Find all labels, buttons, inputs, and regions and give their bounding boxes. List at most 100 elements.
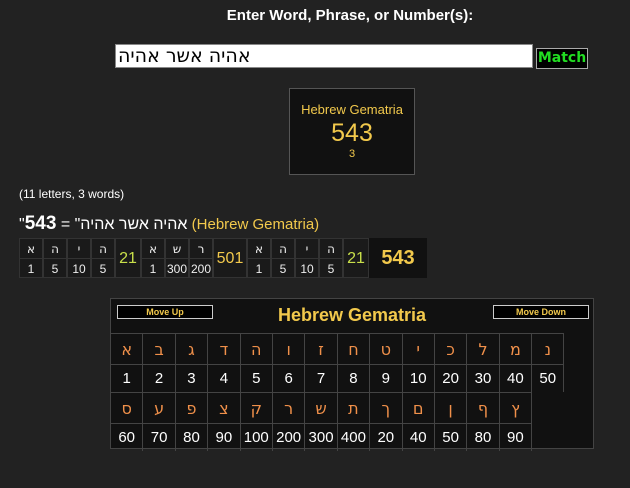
chart-value: 30 (467, 364, 500, 392)
breakdown-letter-value: 5 (99, 262, 107, 276)
chart-value: 40 (499, 364, 533, 392)
breakdown-letter-cell: י 10 (67, 238, 91, 278)
breakdown-letter-value: 5 (327, 262, 335, 276)
chart-title: Hebrew Gematria (277, 305, 427, 325)
breakdown-letter: י (68, 239, 90, 259)
chart-letter: ג (175, 333, 209, 364)
result-words: 3 (348, 148, 356, 160)
chart-value: 100 (240, 423, 273, 451)
breakdown-word-sum: 501 (213, 238, 247, 278)
breakdown-letter-value: 1 (27, 262, 35, 276)
chart-letter: ח (337, 333, 371, 364)
chart-letter: ה (240, 333, 273, 364)
chart-letter: ז (305, 333, 338, 364)
chart-letter: ס (111, 392, 144, 423)
breakdown-letter: א (248, 239, 270, 259)
chart-value-row: 1 2 3 4 5 6 7 8 9 10 20 30 40 50 (111, 364, 565, 392)
breakdown-letter: ש (166, 239, 188, 259)
chart-letter: ו (272, 333, 306, 364)
phrase-input[interactable]: אהיה אשר אהיה (115, 44, 533, 68)
breakdown-letter-cell: ש 300 (165, 238, 189, 278)
breakdown-letter-value: 10 (72, 262, 86, 276)
breakdown-letter-value: 1 (149, 262, 157, 276)
result-cipher: Hebrew Gematria (301, 102, 403, 117)
breakdown-letter: י (296, 239, 318, 259)
chart-value: 3 (175, 364, 209, 392)
breakdown-letter: ה (320, 239, 342, 259)
chart-value: 90 (208, 423, 241, 451)
chart-value: 80 (175, 423, 209, 451)
chart-value: 5 (240, 364, 273, 392)
breakdown-letter: ה (92, 239, 114, 259)
chart-letter: ט (370, 333, 403, 364)
letter-word-count: (11 letters, 3 words) (19, 187, 125, 201)
breakdown-word-sum: 21 (115, 238, 141, 278)
chart-value: 2 (143, 364, 176, 392)
breakdown-letter-value: 10 (300, 262, 314, 276)
chart-letter: ם (402, 392, 435, 423)
chart-letter: כ (434, 333, 468, 364)
chart-letter: א (111, 333, 144, 364)
breakdown-letter-value: 200 (190, 262, 212, 276)
chart-letter: ע (143, 392, 176, 423)
chart-value: 300 (305, 423, 338, 451)
chart-letter: ל (467, 333, 500, 364)
chart-value: 9 (370, 364, 403, 392)
chart-letter: ן (434, 392, 468, 423)
chart-value: 7 (305, 364, 338, 392)
chart-value: 70 (143, 423, 176, 451)
chart-letter: ק (240, 392, 273, 423)
chart-value: 40 (402, 423, 435, 451)
chart-value: 200 (272, 423, 306, 451)
chart-value: 60 (111, 423, 144, 451)
breakdown-letter: ה (44, 239, 66, 259)
breakdown-letter: ה (272, 239, 294, 259)
breakdown-table: א 1 ה 5 י 10 ה 5 21 א 1 ש 300 ר 200 501 א 1 ה 5 י 10 ה 5 21 543 (19, 238, 427, 278)
chart-letter: ץ (499, 392, 533, 423)
breakdown-letter-value: 5 (279, 262, 287, 276)
equation-equals: = (56, 216, 75, 233)
breakdown-letter: ר (190, 239, 212, 259)
move-down-button[interactable]: Move Down (493, 305, 589, 319)
breakdown-letter: א (142, 239, 164, 259)
chart-letter: ת (337, 392, 371, 423)
chart-letter: ר (272, 392, 306, 423)
chart-letter: ך (370, 392, 403, 423)
equation-line: "אהיה אשר אהיה" = 543 (Hebrew Gematria) (19, 213, 319, 235)
chart-value: 1 (111, 364, 144, 392)
chart-value: 90 (499, 423, 533, 451)
match-button[interactable]: Match (536, 48, 588, 69)
chart-letter: ף (467, 392, 500, 423)
breakdown-total: 543 (369, 238, 427, 278)
chart-letter: ש (305, 392, 338, 423)
chart-value: 80 (467, 423, 500, 451)
breakdown-letter-value: 300 (166, 262, 188, 276)
result-box[interactable]: Hebrew Gematria 543 3 (289, 88, 415, 175)
chart-value: 20 (434, 364, 468, 392)
chart-header: Move Up Hebrew Gematria Move Down (111, 299, 593, 333)
chart-value: 8 (337, 364, 371, 392)
result-value: 543 (331, 119, 373, 147)
prompt-label: Enter Word, Phrase, or Number(s): (226, 7, 474, 24)
move-up-button[interactable]: Move Up (117, 305, 213, 319)
breakdown-letter: א (20, 239, 42, 259)
chart-value: 10 (402, 364, 435, 392)
equation-total: 543 (24, 213, 57, 234)
chart-value: 400 (337, 423, 371, 451)
breakdown-letter-cell: י 10 (295, 238, 319, 278)
chart-value-row: 60 70 80 90 100 200 300 400 20 40 50 80 90 (111, 423, 533, 451)
chart-letter: ב (143, 333, 176, 364)
chart-value: 6 (272, 364, 306, 392)
breakdown-letter-cell: ר 200 (189, 238, 213, 278)
breakdown-word-sum: 21 (343, 238, 369, 278)
breakdown-letter-value: 1 (255, 262, 263, 276)
equation-phrase: "אהיה אשר אהיה" (19, 216, 188, 233)
